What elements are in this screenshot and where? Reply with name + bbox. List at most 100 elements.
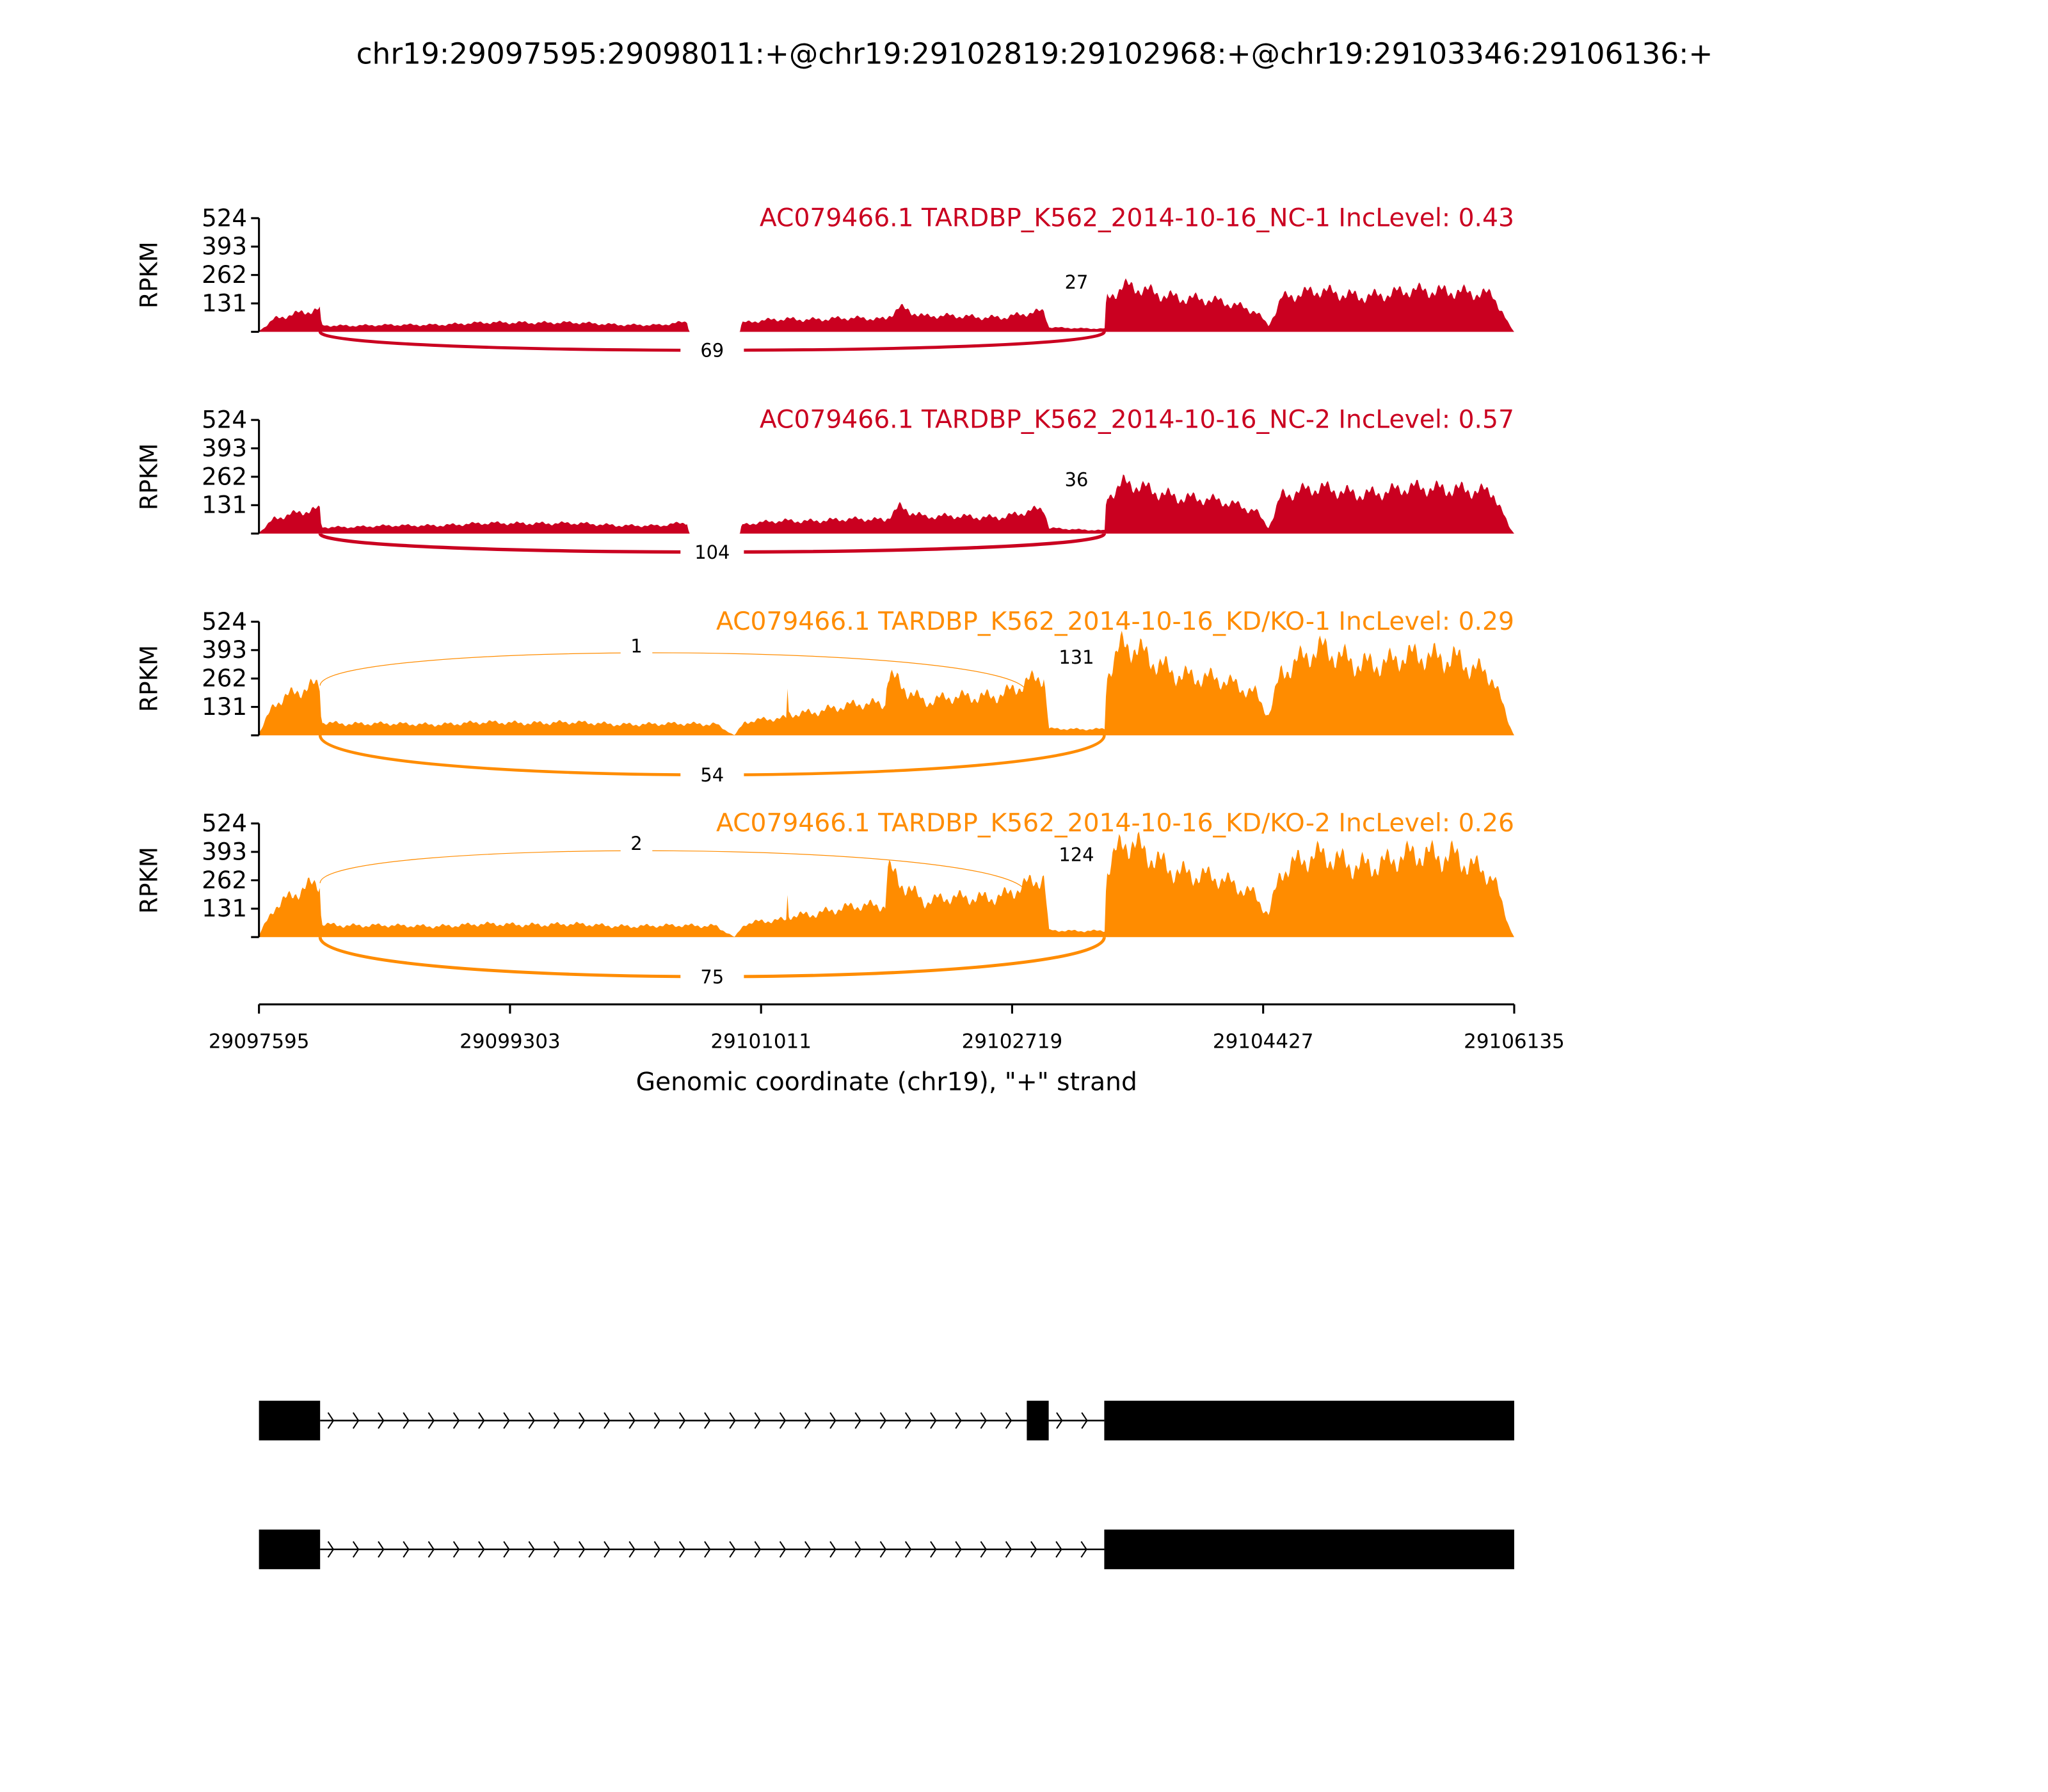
exon-block: [1027, 1400, 1049, 1441]
strand-arrow-icon: [503, 1540, 510, 1558]
y-tick-label: 524: [202, 204, 247, 232]
strand-arrow-icon: [1081, 1412, 1088, 1429]
strand-arrow-icon: [829, 1412, 836, 1429]
junction-arc: [319, 850, 1028, 895]
strand-arrow-icon: [704, 1540, 711, 1558]
strand-arrow-icon: [1056, 1412, 1063, 1429]
coverage-area: [259, 278, 1514, 332]
exon-block: [259, 1529, 321, 1569]
strand-arrow-icon: [528, 1412, 535, 1429]
strand-arrow-icon: [704, 1412, 711, 1429]
strand-arrow-icon: [452, 1412, 460, 1429]
junction-label-bg: [1048, 842, 1105, 867]
y-tick-label: 393: [202, 435, 247, 462]
strand-arrow-icon: [930, 1540, 937, 1558]
x-tick-label: 29106135: [1464, 1030, 1565, 1053]
strand-arrow-icon: [503, 1412, 510, 1429]
junction-label-bg: [620, 833, 653, 854]
y-tick-label: 524: [202, 608, 247, 636]
strand-arrow-icon: [904, 1412, 912, 1429]
junction-count: 69: [700, 340, 724, 362]
strand-arrow-icon: [428, 1412, 435, 1429]
coverage-area: [259, 474, 1514, 534]
y-tick-label: 524: [202, 810, 247, 837]
y-axis-label: RPKM: [136, 241, 163, 308]
y-tick-label: 524: [202, 406, 247, 434]
exon-block: [1104, 1400, 1514, 1441]
junction-label-bg: [680, 964, 744, 989]
strand-arrow-icon: [528, 1540, 535, 1558]
track-label: AC079466.1 TARDBP_K562_2014-10-16_KD/KO-…: [716, 809, 1514, 838]
strand-arrow-icon: [754, 1412, 761, 1429]
track-label: AC079466.1 TARDBP_K562_2014-10-16_NC-1 I…: [760, 204, 1514, 232]
strand-arrow-icon: [779, 1412, 787, 1429]
strand-arrow-icon: [955, 1412, 962, 1429]
strand-arrow-icon: [980, 1540, 987, 1558]
strand-arrow-icon: [1030, 1540, 1037, 1558]
strand-arrow-icon: [653, 1412, 661, 1429]
strand-arrow-icon: [352, 1412, 360, 1429]
junction-label-bg: [1048, 645, 1105, 669]
strand-arrow-icon: [729, 1540, 736, 1558]
strand-arrow-icon: [604, 1540, 611, 1558]
strand-arrow-icon: [804, 1540, 812, 1558]
strand-arrow-icon: [1005, 1540, 1012, 1558]
y-tick-label: 131: [202, 895, 247, 922]
junction-count: 54: [700, 764, 724, 786]
strand-arrow-icon: [879, 1540, 887, 1558]
strand-arrow-icon: [403, 1412, 410, 1429]
strand-arrow-icon: [1005, 1412, 1012, 1429]
strand-arrow-icon: [904, 1540, 912, 1558]
strand-arrow-icon: [628, 1540, 636, 1558]
track-label: AC079466.1 TARDBP_K562_2014-10-16_NC-2 I…: [760, 406, 1514, 435]
junction-label-bg: [680, 338, 744, 362]
strand-arrow-icon: [729, 1412, 736, 1429]
x-tick-label: 29104427: [1213, 1030, 1314, 1053]
junction-label-bg: [680, 540, 744, 564]
exon-block: [259, 1400, 321, 1441]
strand-arrow-icon: [980, 1412, 987, 1429]
junction-count: 124: [1059, 844, 1094, 866]
x-tick-label: 29097595: [209, 1030, 310, 1053]
junction-count: 131: [1059, 646, 1094, 668]
junction-count: 2: [630, 833, 642, 854]
junction-count: 27: [1065, 271, 1089, 293]
strand-arrow-icon: [779, 1540, 787, 1558]
strand-arrow-icon: [378, 1412, 385, 1429]
y-tick-label: 393: [202, 636, 247, 664]
strand-arrow-icon: [478, 1412, 485, 1429]
junction-count: 104: [694, 541, 730, 563]
y-tick-label: 262: [202, 867, 247, 894]
y-tick-label: 131: [202, 492, 247, 519]
y-tick-label: 262: [202, 463, 247, 490]
junction-count: 36: [1065, 468, 1089, 490]
junction-arc: [319, 652, 1028, 693]
strand-arrow-icon: [578, 1412, 586, 1429]
strand-arrow-icon: [879, 1412, 887, 1429]
y-axis-label: RPKM: [136, 645, 163, 712]
junction-label-bg: [1048, 270, 1105, 294]
x-axis-label: Genomic coordinate (chr19), "+" strand: [636, 1068, 1137, 1096]
exon-block: [1104, 1529, 1514, 1569]
y-axis-label: RPKM: [136, 444, 163, 511]
strand-arrow-icon: [930, 1412, 937, 1429]
y-axis-label: RPKM: [136, 847, 163, 914]
strand-arrow-icon: [403, 1540, 410, 1558]
strand-arrow-icon: [352, 1540, 360, 1558]
strand-arrow-icon: [327, 1540, 335, 1558]
y-tick-label: 393: [202, 838, 247, 865]
track-label: AC079466.1 TARDBP_K562_2014-10-16_KD/KO-…: [716, 607, 1514, 636]
y-tick-label: 262: [202, 261, 247, 289]
coverage-area: [259, 831, 1514, 938]
strand-arrow-icon: [628, 1412, 636, 1429]
chart-title: chr19:29097595:29098011:+@chr19:29102819…: [356, 36, 1713, 70]
strand-arrow-icon: [678, 1412, 686, 1429]
junction-count: 1: [630, 636, 642, 657]
gene-model-1: [259, 1400, 1514, 1441]
strand-arrow-icon: [854, 1540, 861, 1558]
